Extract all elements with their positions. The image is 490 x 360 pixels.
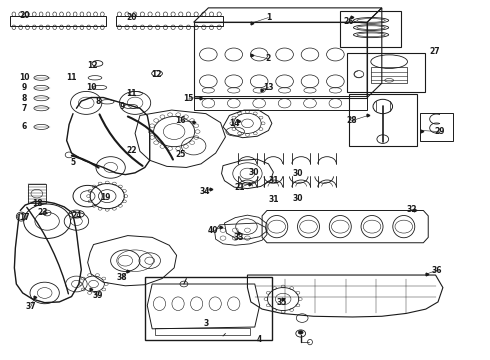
Text: 30: 30 bbox=[293, 194, 303, 203]
FancyArrowPatch shape bbox=[72, 156, 98, 168]
Text: 10: 10 bbox=[86, 83, 97, 92]
Text: 34: 34 bbox=[200, 187, 210, 196]
Text: 27: 27 bbox=[429, 47, 440, 56]
FancyArrowPatch shape bbox=[27, 207, 69, 294]
Text: 6: 6 bbox=[22, 122, 27, 131]
Text: 25: 25 bbox=[175, 150, 186, 159]
Text: 1: 1 bbox=[266, 13, 271, 22]
Text: 12: 12 bbox=[87, 61, 98, 70]
Text: 17: 17 bbox=[19, 213, 29, 222]
Text: 8: 8 bbox=[22, 94, 27, 103]
Text: 11: 11 bbox=[66, 73, 77, 82]
Bar bbox=[10, 16, 106, 26]
Text: 3: 3 bbox=[203, 319, 209, 328]
Text: 40: 40 bbox=[208, 226, 219, 235]
Text: 8: 8 bbox=[96, 97, 101, 106]
Text: 38: 38 bbox=[117, 273, 127, 282]
Text: 24: 24 bbox=[71, 211, 82, 220]
Bar bbox=[194, 96, 367, 110]
Text: 22: 22 bbox=[126, 146, 137, 155]
Text: 36: 36 bbox=[431, 266, 442, 275]
Bar bbox=[348, 94, 417, 146]
Text: 32: 32 bbox=[407, 205, 417, 214]
Text: 14: 14 bbox=[229, 119, 240, 128]
Bar bbox=[340, 12, 401, 47]
Text: 31: 31 bbox=[268, 195, 279, 204]
Text: 10: 10 bbox=[19, 73, 29, 82]
Text: 11: 11 bbox=[126, 89, 137, 98]
FancyArrowPatch shape bbox=[99, 114, 143, 166]
Bar bbox=[420, 113, 453, 140]
Text: 28: 28 bbox=[346, 116, 357, 125]
Text: 37: 37 bbox=[25, 302, 36, 311]
Bar bbox=[27, 184, 46, 203]
Text: 12: 12 bbox=[151, 71, 161, 80]
Text: 16: 16 bbox=[175, 116, 186, 125]
Text: 30: 30 bbox=[248, 168, 259, 177]
Text: 13: 13 bbox=[263, 83, 274, 92]
Text: 5: 5 bbox=[71, 158, 75, 167]
Text: 26: 26 bbox=[343, 17, 354, 26]
Text: 19: 19 bbox=[100, 193, 111, 202]
Bar bbox=[155, 328, 250, 335]
FancyArrowPatch shape bbox=[128, 117, 173, 159]
Text: 35: 35 bbox=[276, 298, 287, 307]
Text: 23: 23 bbox=[37, 208, 48, 217]
Text: 15: 15 bbox=[184, 94, 194, 103]
Text: 29: 29 bbox=[434, 127, 445, 136]
Text: 33: 33 bbox=[234, 233, 245, 242]
Text: 9: 9 bbox=[119, 102, 124, 111]
Bar bbox=[371, 67, 407, 83]
Text: 31: 31 bbox=[268, 176, 279, 185]
Bar bbox=[116, 16, 223, 26]
Text: 7: 7 bbox=[22, 104, 27, 113]
Text: 39: 39 bbox=[92, 291, 103, 300]
Text: 30: 30 bbox=[293, 169, 303, 178]
Bar bbox=[194, 22, 367, 98]
Text: 9: 9 bbox=[22, 83, 27, 92]
Text: 20: 20 bbox=[19, 11, 29, 20]
Text: 4: 4 bbox=[257, 335, 262, 344]
Text: 20: 20 bbox=[126, 13, 137, 22]
Text: 2: 2 bbox=[266, 54, 271, 63]
Text: 18: 18 bbox=[32, 199, 43, 208]
Bar bbox=[145, 277, 272, 339]
Circle shape bbox=[298, 330, 303, 334]
Bar bbox=[346, 53, 425, 92]
Text: 21: 21 bbox=[234, 183, 245, 192]
